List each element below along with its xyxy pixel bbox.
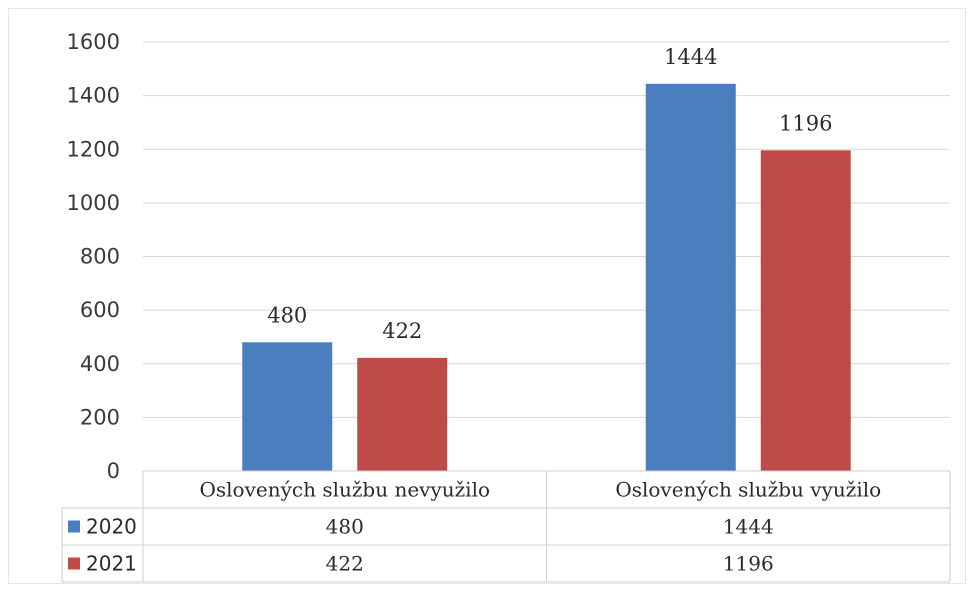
bar-2021-0 (357, 357, 448, 471)
category-label-1: Oslovených službu využilo (615, 478, 881, 502)
table-value-2020-1: 1444 (723, 515, 774, 539)
data-label-2021-0: 422 (382, 319, 422, 343)
data-label-2020-0: 480 (267, 303, 307, 327)
data-label-2020-1: 1444 (664, 45, 717, 69)
y-tick-label-800: 800 (80, 245, 120, 269)
y-tick-label-600: 600 (80, 298, 120, 322)
y-tick-label-1000: 1000 (67, 191, 120, 215)
table-value-2020-0: 480 (326, 515, 364, 539)
table-value-2021-1: 1196 (723, 552, 774, 576)
y-tick-label-1400: 1400 (67, 84, 120, 108)
y-tick-label-1200: 1200 (67, 137, 120, 161)
bar-2020-0 (242, 342, 333, 471)
data-label-2021-1: 1196 (779, 111, 832, 135)
y-tick-label-1600: 1600 (67, 30, 120, 54)
legend-label-2021: 2021 (86, 552, 137, 576)
legend-swatch-2021 (68, 557, 80, 570)
y-tick-label-0: 0 (107, 459, 120, 483)
table-value-2021-0: 422 (326, 552, 364, 576)
bar-2021-1 (760, 150, 851, 471)
category-label-0: Oslovených službu nevyužilo (199, 478, 490, 502)
y-tick-label-400: 400 (80, 352, 120, 376)
legend-swatch-2020 (68, 520, 80, 533)
bar-2020-1 (645, 83, 736, 471)
y-tick-label-200: 200 (80, 405, 120, 429)
legend-label-2020: 2020 (86, 515, 137, 539)
